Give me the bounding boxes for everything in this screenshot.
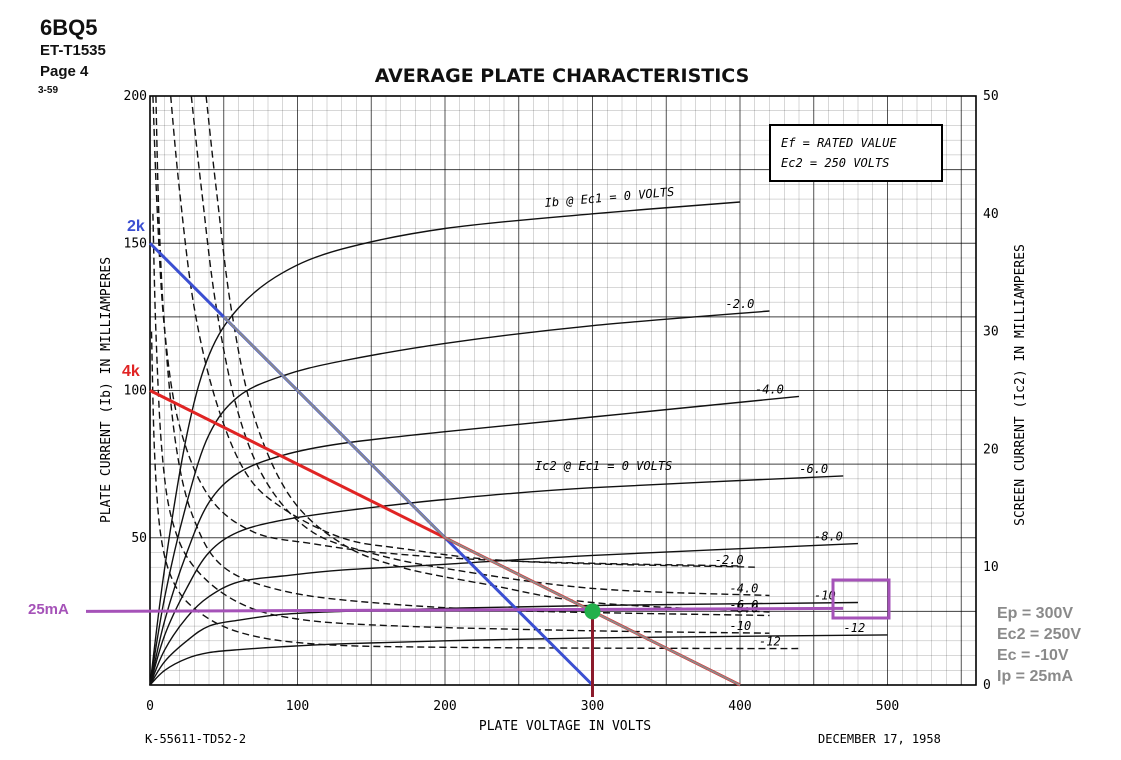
condition-screen-voltage: Ec2 = 250 VOLTS: [781, 156, 889, 170]
x-tick-label: 200: [433, 699, 456, 714]
screen-curve: [150, 331, 800, 650]
plate-curve: [149, 634, 888, 686]
screen-curve: [190, 95, 770, 597]
screen-curve-label: -4.0: [730, 581, 759, 595]
condition-filament: Ef = RATED VALUE: [781, 136, 897, 150]
load-line-4k-label: 4k: [122, 363, 140, 380]
screen-curve-label: -10: [730, 619, 752, 633]
screen-curve: [152, 95, 741, 567]
chart-title: AVERAGE PLATE CHARACTERISTICS: [375, 65, 750, 87]
plate-curve-label: -10: [814, 589, 836, 603]
revision-date: 3-59: [38, 85, 58, 96]
screen-curve: [155, 95, 770, 617]
op-plate-current: Ip = 25mA: [997, 668, 1073, 685]
document-id: ET-T1535: [40, 42, 106, 59]
ip-marker-label: 25mA: [28, 601, 69, 618]
y2-tick-label: 10: [983, 560, 999, 575]
plate-curve-label: -4.0: [755, 382, 784, 396]
x-tick-label: 400: [728, 699, 751, 714]
highlight-box-ec-10: [831, 578, 891, 620]
load-line-2k-overlay: [223, 316, 446, 539]
screen-family-label: Ic2 @ Ec1 = 0 VOLTS: [535, 459, 672, 473]
curve-labels: -2.0-4.0-6.0-8.0-10-12-2.0-4.0-6.0-8.0-1…: [715, 297, 865, 648]
y-tick-label: 100: [124, 384, 147, 399]
x-tick-label: 500: [876, 699, 899, 714]
ip-marker-line: [85, 606, 844, 613]
y-tick-label: 50: [131, 531, 147, 546]
y2-tick-label: 40: [983, 207, 999, 222]
plate-curve-label: -2.0: [726, 297, 755, 311]
plate-curve-label: -8.0: [814, 530, 843, 544]
screen-curve-label: -12: [759, 634, 781, 648]
screen-current-curves: [150, 95, 800, 650]
op-plate-voltage: Ep = 300V: [997, 605, 1073, 622]
analysis-overlays: [85, 242, 844, 697]
y-axis-label: PLATE CURRENT (Ib) IN MILLIAMPERES: [99, 257, 114, 523]
screen-curve: [152, 213, 770, 634]
plate-curve: [149, 475, 844, 686]
op-screen-voltage: Ec2 = 250V: [997, 626, 1081, 643]
plate-curve: [149, 201, 741, 686]
plate-curve-label: -12: [844, 621, 866, 635]
x-tick-labels: 0 100 200 300 400 500: [146, 699, 899, 714]
x-axis-label: PLATE VOLTAGE IN VOLTS: [479, 719, 651, 734]
page-number: Page 4: [40, 63, 89, 80]
screen-curve-label: -2.0: [715, 553, 744, 567]
operating-point-marker: [584, 603, 601, 620]
plate-curve: [149, 395, 800, 686]
x-tick-label: 100: [286, 699, 309, 714]
y2-tick-labels: 0 10 20 30 40 50: [983, 89, 999, 693]
y2-tick-label: 20: [983, 442, 999, 457]
plate-family-label: Ib @ Ec1 = 0 VOLTS: [544, 185, 675, 210]
op-grid-voltage: Ec = -10V: [997, 647, 1069, 664]
y2-tick-label: 0: [983, 678, 991, 693]
y-tick-labels: 50 100 150 200: [124, 89, 147, 546]
tube-type: 6BQ5: [40, 15, 97, 40]
screen-curve: [205, 95, 770, 613]
plate-curve: [149, 542, 859, 686]
x-tick-label: 0: [146, 699, 154, 714]
drawing-number: K-55611-TD52-2: [145, 732, 246, 746]
y2-tick-label: 30: [983, 325, 999, 340]
y-tick-label: 150: [124, 236, 147, 251]
load-line-2k-label: 2k: [127, 218, 145, 235]
y-tick-label: 200: [124, 89, 147, 104]
footer-date: DECEMBER 17, 1958: [818, 732, 941, 746]
y2-axis-label: SCREEN CURRENT (Ic2) IN MILLIAMPERES: [1013, 244, 1028, 526]
x-tick-label: 300: [581, 699, 604, 714]
conditions-box: [769, 124, 943, 182]
plate-curve-label: -6.0: [799, 462, 828, 476]
screen-curve: [170, 95, 755, 568]
y2-tick-label: 50: [983, 89, 999, 104]
